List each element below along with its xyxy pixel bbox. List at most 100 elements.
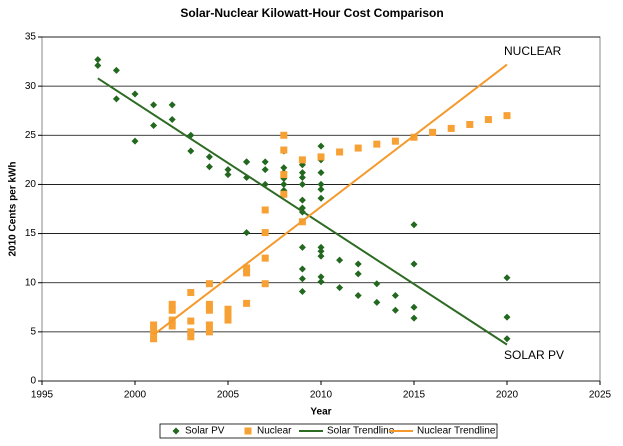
chart-title: Solar-Nuclear Kilowatt-Hour Cost Compari… xyxy=(180,6,443,20)
point xyxy=(410,303,418,311)
y-tick-label: 25 xyxy=(25,130,37,141)
y-tick-label: 35 xyxy=(25,32,37,43)
point xyxy=(112,95,120,103)
point xyxy=(317,153,325,161)
point xyxy=(336,148,344,156)
point xyxy=(187,289,195,297)
point xyxy=(205,280,213,288)
point xyxy=(168,300,176,308)
point xyxy=(410,221,418,229)
x-tick-label: 2000 xyxy=(124,390,147,401)
point xyxy=(317,185,325,193)
point xyxy=(168,306,176,314)
y-tick-label: 30 xyxy=(25,81,37,92)
point xyxy=(280,146,288,154)
point xyxy=(224,316,232,324)
point xyxy=(317,278,325,286)
point xyxy=(503,112,511,120)
point xyxy=(317,180,325,188)
point xyxy=(280,131,288,139)
point xyxy=(317,194,325,202)
x-tick-label: 2010 xyxy=(310,390,333,401)
point xyxy=(317,273,325,281)
point xyxy=(317,247,325,255)
point xyxy=(205,153,213,161)
x-tick-label: 2020 xyxy=(496,390,519,401)
point xyxy=(336,284,344,292)
point xyxy=(391,291,399,299)
point xyxy=(373,298,381,306)
point xyxy=(150,335,158,343)
point xyxy=(484,116,492,124)
legend-box xyxy=(159,423,498,439)
point xyxy=(280,171,288,179)
point xyxy=(373,280,381,288)
point xyxy=(354,291,362,299)
point xyxy=(298,196,306,204)
point xyxy=(150,328,158,336)
point xyxy=(168,116,176,124)
point xyxy=(298,180,306,188)
point xyxy=(410,133,418,141)
point xyxy=(224,310,232,318)
x-tick-label: 2005 xyxy=(217,390,240,401)
point xyxy=(298,169,306,177)
point xyxy=(410,260,418,268)
point xyxy=(429,128,437,136)
legend-label: Nuclear Trendline xyxy=(417,426,496,437)
point xyxy=(503,313,511,321)
point xyxy=(94,62,102,70)
point xyxy=(410,314,418,322)
point xyxy=(373,140,381,148)
point xyxy=(205,306,213,314)
point xyxy=(298,156,306,164)
x-tick-label: 1995 xyxy=(31,390,54,401)
point xyxy=(187,317,195,325)
point xyxy=(298,243,306,251)
x-axis-title: Year xyxy=(310,407,331,418)
point xyxy=(447,124,455,132)
point xyxy=(94,56,102,64)
point xyxy=(261,254,269,262)
point xyxy=(168,101,176,109)
plot-area xyxy=(41,36,601,382)
point xyxy=(261,158,269,166)
point xyxy=(131,137,139,145)
point xyxy=(354,270,362,278)
legend-label: Solar PV xyxy=(185,426,225,437)
trendline xyxy=(97,77,508,346)
point xyxy=(261,206,269,214)
y-tick-label: 5 xyxy=(30,326,36,337)
point xyxy=(205,328,213,336)
point xyxy=(391,137,399,145)
legend-label: Nuclear xyxy=(257,426,292,437)
point xyxy=(224,166,232,174)
legend-label: Solar Trendline xyxy=(327,426,395,437)
point xyxy=(391,306,399,314)
point xyxy=(280,164,288,172)
point xyxy=(131,90,139,98)
point xyxy=(243,299,251,307)
point xyxy=(205,300,213,308)
point xyxy=(243,264,251,272)
point xyxy=(261,166,269,174)
point xyxy=(150,101,158,109)
point xyxy=(317,169,325,177)
point xyxy=(187,333,195,341)
point xyxy=(261,229,269,237)
point xyxy=(466,120,474,128)
point xyxy=(317,252,325,260)
x-tick-label: 2015 xyxy=(403,390,426,401)
point xyxy=(298,174,306,182)
point xyxy=(503,335,511,343)
point xyxy=(150,121,158,129)
point xyxy=(168,322,176,330)
point xyxy=(317,142,325,150)
point xyxy=(354,260,362,268)
x-tick-label: 2025 xyxy=(589,390,612,401)
point xyxy=(205,163,213,171)
point xyxy=(224,305,232,313)
point xyxy=(243,269,251,277)
point xyxy=(336,256,344,264)
